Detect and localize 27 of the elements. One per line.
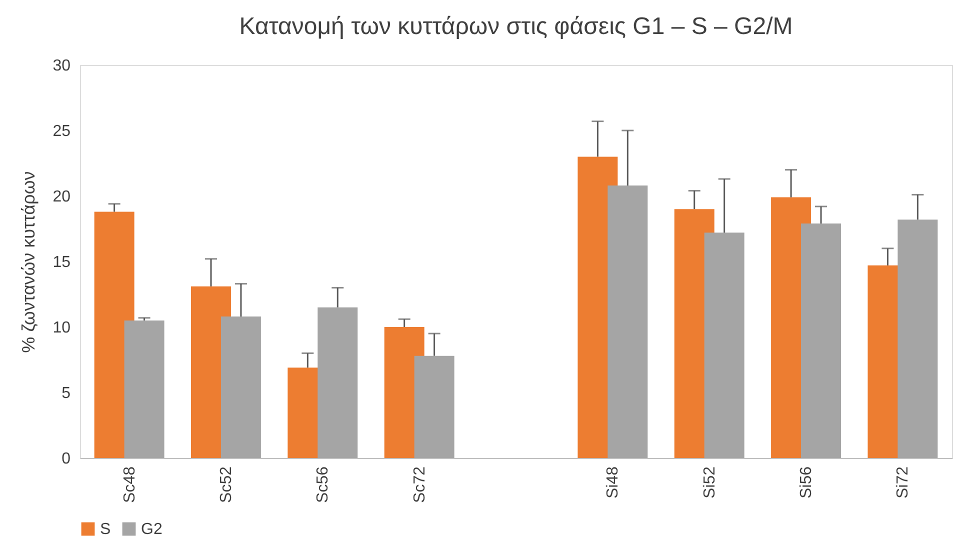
bar	[608, 186, 648, 458]
x-tick-label: Sc56	[314, 466, 332, 503]
legend-label: G2	[141, 521, 162, 538]
chart-title: Κατανομή των κυττάρων στις φάσεις G1 – S – G2/M	[239, 13, 793, 40]
x-tick-label: Sc52	[218, 466, 235, 503]
x-tick-label: Si72	[894, 466, 912, 499]
x-tick-label: Sc72	[411, 466, 428, 503]
x-tick-label: Sc48	[121, 466, 138, 503]
y-tick-label: 20	[52, 188, 71, 206]
bar	[318, 307, 358, 458]
x-tick-label: Si48	[604, 466, 622, 499]
bar	[898, 220, 938, 458]
x-tick-label: Si56	[798, 466, 816, 499]
bar	[704, 232, 744, 458]
x-tick-label: Si52	[701, 466, 718, 499]
bar	[801, 224, 842, 458]
y-tick-label: 25	[52, 123, 71, 140]
y-tick-label: 5	[62, 385, 71, 402]
y-axis-title: % ζωντανών κυττάρων	[18, 171, 39, 353]
y-tick-label: 15	[52, 254, 71, 271]
bar	[414, 356, 454, 458]
y-tick-label: 30	[52, 58, 71, 74]
y-tick-label: 0	[62, 450, 71, 468]
y-tick-label: 10	[52, 320, 71, 336]
bar	[124, 320, 164, 458]
legend-label: S	[100, 521, 111, 538]
bar	[220, 316, 261, 458]
